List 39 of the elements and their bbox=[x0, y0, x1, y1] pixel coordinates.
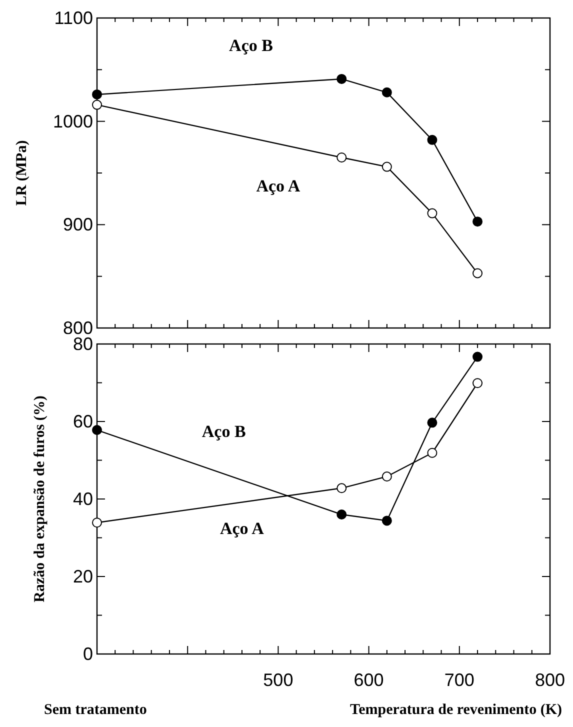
point bbox=[427, 134, 438, 145]
x-axis-title: Temperatura de revenimento (K) bbox=[350, 702, 562, 718]
y-tick-label: 0 bbox=[82, 644, 93, 664]
x-tick-label: 600 bbox=[354, 670, 384, 690]
series-label: Aço A bbox=[220, 518, 265, 538]
x-tick-label: 700 bbox=[444, 670, 474, 690]
point bbox=[382, 162, 392, 172]
point bbox=[336, 152, 347, 162]
point bbox=[382, 87, 392, 98]
x-tick-label: 500 bbox=[263, 670, 294, 690]
point bbox=[336, 74, 347, 84]
y-axis-title: LR (MPa) bbox=[14, 140, 30, 206]
x-tick-label: 800 bbox=[534, 670, 566, 690]
point bbox=[92, 518, 102, 528]
point bbox=[92, 425, 102, 436]
y-tick-label: 20 bbox=[72, 566, 93, 586]
point bbox=[427, 448, 438, 458]
y-tick-label: 900 bbox=[62, 214, 93, 235]
point bbox=[427, 418, 438, 428]
point bbox=[382, 472, 392, 482]
y-tick-label: 1000 bbox=[52, 111, 93, 132]
y-tick-label: 40 bbox=[72, 489, 93, 509]
y-tick-label: 1100 bbox=[54, 8, 93, 28]
series-label: Aço B bbox=[202, 422, 246, 441]
point bbox=[472, 268, 483, 278]
legend-label: Aço B bbox=[229, 36, 273, 56]
point bbox=[92, 100, 102, 110]
point bbox=[427, 208, 438, 218]
y-axis-title: Razão da expansão de furos (%) bbox=[32, 396, 48, 602]
text: Sem tratamento bbox=[44, 702, 147, 718]
point bbox=[92, 89, 102, 100]
y-tick-label: 60 bbox=[72, 412, 93, 432]
point bbox=[472, 216, 483, 227]
point bbox=[472, 378, 483, 388]
point bbox=[472, 352, 483, 362]
point bbox=[336, 483, 347, 494]
series-label: Aço A bbox=[256, 176, 301, 196]
point bbox=[382, 516, 392, 526]
point bbox=[336, 510, 347, 520]
